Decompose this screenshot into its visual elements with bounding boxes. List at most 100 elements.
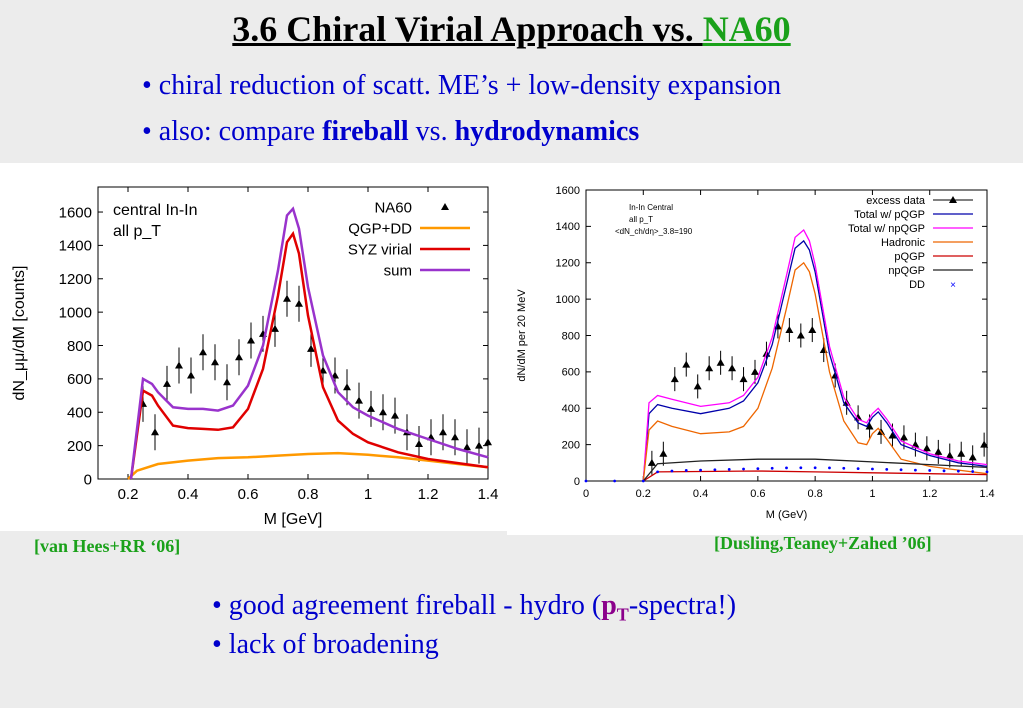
data-dot [742,467,745,471]
bullet-text: • chiral reduction of scatt. ME’s + low-… [142,70,782,101]
data-point [463,443,471,451]
y-tick-label: 0 [84,471,92,488]
x-tick-label: 0.2 [636,488,651,500]
data-dot [770,466,774,470]
data-point [187,371,195,379]
bullet-lack-broadening: • lack of broadening [212,629,439,661]
slide-title: 3.6 Chiral Virial Approach vs. NA60 [0,8,1023,50]
y-axis-label: dN/dM per 20 MeV [516,289,528,382]
data-point [343,383,351,391]
legend-marker [949,196,957,203]
x-tick-label: 0.8 [298,486,319,503]
bullet-sub-T: T [616,604,629,625]
series-line [642,458,988,482]
legend-marker [441,203,449,210]
data-point [295,299,303,307]
x-axis-label: M [GeV] [264,511,323,528]
data-point [682,360,691,368]
y-tick-label: 1200 [59,271,92,288]
data-point [415,439,423,447]
data-point [647,458,656,466]
series-line [129,206,489,480]
data-dot [727,467,731,471]
data-point [175,361,183,369]
data-point [957,449,966,457]
data-dot [985,470,989,474]
y-tick-label: 1200 [556,258,580,270]
y-tick-label: 200 [67,438,92,455]
data-dot [641,479,645,483]
data-point [693,382,702,390]
x-tick-label: 0.6 [750,488,765,500]
left-chart-panel: 0.2 0.4 0.6 0.8 1 1.2 1.4 0 200 400 600 800 1000 1200… [0,163,507,531]
data-point [355,396,363,404]
plot-annotation: all p_T [113,223,161,240]
data-point [705,364,714,372]
data-dot [828,466,831,470]
data-point [391,411,399,419]
y-tick-label: 400 [562,403,580,415]
data-point [716,358,725,366]
series-line [642,470,988,482]
data-point [968,453,977,461]
y-tick-label: 1600 [59,204,92,221]
data-dot [971,470,975,473]
data-point [888,431,897,439]
bullet-text: • lack of broadening [212,629,439,660]
y-tick-label: 600 [562,367,580,379]
y-tick-label: 1000 [59,304,92,321]
data-dot [913,468,917,472]
legend-label: pQGP [894,251,925,263]
data-dot [713,468,717,472]
citation-right: [Dusling,Teaney+Zahed ’06] [714,533,932,553]
x-tick-label: 0 [583,488,589,500]
x-tick-label: 1.4 [478,486,499,503]
data-point [271,324,279,332]
data-point [379,408,387,416]
data-point [785,326,794,334]
data-point [750,367,759,375]
left-chart: 0.2 0.4 0.6 0.8 1 1.2 1.4 0 200 400 600 800 1000 1200… [11,186,499,528]
data-point [211,358,219,366]
legend-label: Total w/ pQGP [854,209,925,221]
plot-frame [97,186,489,480]
legend-label: npQGP [888,265,925,277]
plot-annotation: In-In Central [629,203,673,212]
data-dot [856,467,860,471]
y-tick-label: 1600 [556,185,580,197]
series-line [642,261,988,482]
data-dot [799,466,803,470]
data-point [451,433,459,441]
x-axis-label: M (GeV) [766,509,808,521]
series-line [642,239,988,482]
bullet-good-agreement: • good agreement fireball - hydro (pT-sp… [212,590,736,626]
x-tick-label: 1.4 [979,488,994,500]
data-point [659,449,668,457]
y-axis-label: dN_μμ/dM [counts] [11,266,28,401]
legend-label: Hadronic [881,237,926,249]
data-point [808,326,817,334]
x-tick-label: 0.8 [807,488,822,500]
data-point [163,379,171,387]
y-tick-label: 0 [574,476,580,488]
data-point [367,404,375,412]
series-line [129,230,489,480]
data-point [247,336,255,344]
series-line [642,228,988,482]
plot-annotation: central In-In [113,202,197,219]
data-dot [584,479,588,483]
data-point [922,444,931,452]
x-tick-label: 1.2 [922,488,937,500]
y-tick-label: 200 [562,439,580,451]
right-chart: 0 0.2 0.4 0.6 0.8 1 1.2 1.4 0 200 400 600 800 1000 120… [516,185,995,521]
data-dot [928,469,932,472]
data-dot [899,468,903,472]
data-point [739,375,748,383]
title-na60: NA60 [702,9,791,49]
data-dot [813,466,817,470]
data-dot [956,469,960,473]
legend-label: SYZ virial [348,241,412,258]
data-point [865,422,874,430]
bullet-bold-fireball: fireball [322,116,409,147]
legend-label: QGP+DD [348,220,412,237]
